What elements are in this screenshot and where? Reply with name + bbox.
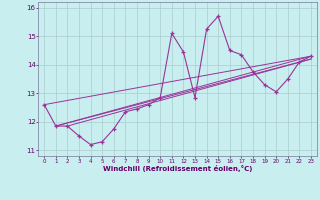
X-axis label: Windchill (Refroidissement éolien,°C): Windchill (Refroidissement éolien,°C) xyxy=(103,165,252,172)
